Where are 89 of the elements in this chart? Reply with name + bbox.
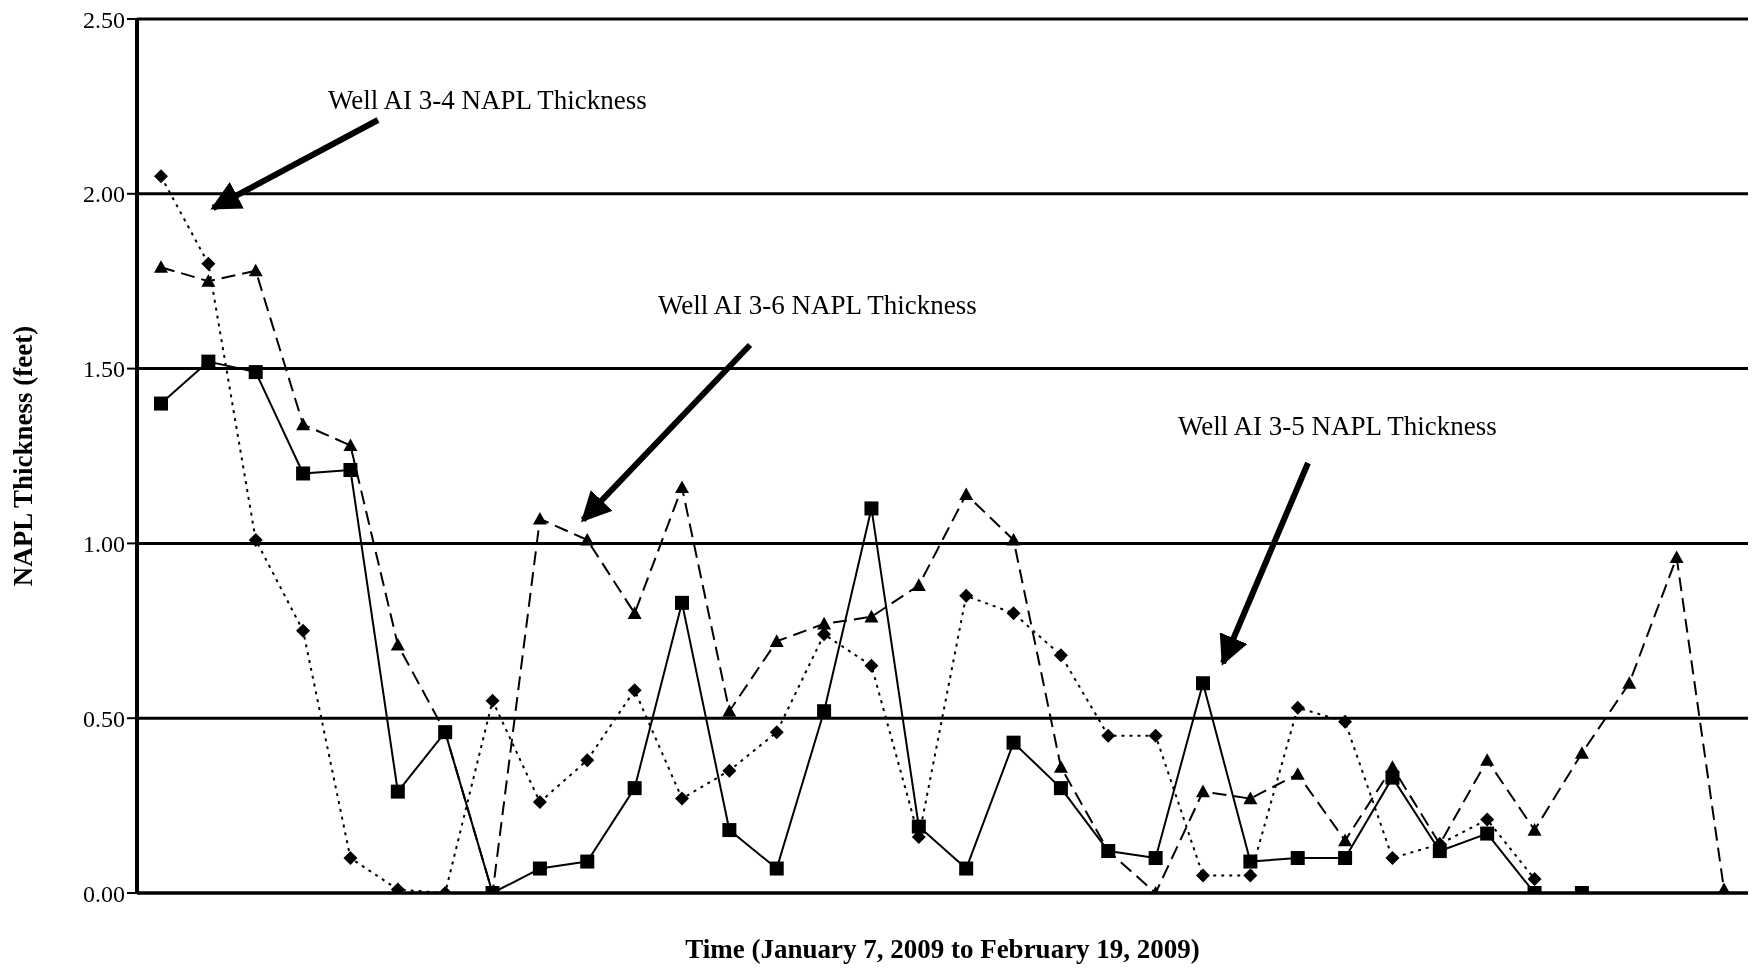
point <box>1338 851 1353 866</box>
point <box>675 595 689 610</box>
annotation: Well AI 3-6 NAPL Thickness <box>658 290 977 321</box>
point <box>627 781 642 796</box>
y-tick-label: 1.00 <box>83 530 125 557</box>
point <box>296 466 311 481</box>
point <box>390 784 405 799</box>
point <box>343 462 358 477</box>
point <box>1006 532 1021 546</box>
point <box>154 260 168 273</box>
point <box>1290 767 1305 780</box>
point <box>1290 851 1305 866</box>
point <box>343 851 358 866</box>
point <box>675 791 689 806</box>
point <box>959 487 974 501</box>
point <box>864 609 879 623</box>
point <box>1243 791 1258 805</box>
point <box>1527 823 1542 836</box>
point <box>201 354 216 369</box>
point <box>1053 648 1068 663</box>
annotation: Well AI 3-5 NAPL Thickness <box>1178 411 1497 442</box>
point <box>1196 868 1210 883</box>
point <box>911 819 926 834</box>
point <box>390 637 405 651</box>
point <box>1480 753 1495 766</box>
point <box>817 704 832 719</box>
point <box>864 501 879 516</box>
point <box>1006 735 1021 750</box>
point <box>722 704 737 717</box>
point <box>1669 550 1684 563</box>
point <box>1196 676 1210 691</box>
x-axis-title: Time (January 7, 2009 to February 19, 2009) <box>685 934 1200 964</box>
y-tick-label: 2.00 <box>83 181 125 208</box>
point <box>817 627 832 642</box>
point <box>722 823 737 838</box>
point <box>817 616 832 630</box>
point <box>627 606 642 619</box>
y-tick-label: 0.00 <box>83 880 125 907</box>
point <box>959 588 974 603</box>
point <box>864 658 879 673</box>
point <box>1053 760 1068 773</box>
point <box>722 763 737 778</box>
point <box>532 511 547 525</box>
point <box>959 861 974 876</box>
y-axis-title: NAPL Thickness (feet) <box>7 325 38 587</box>
point <box>1196 784 1210 798</box>
point <box>1243 868 1258 883</box>
point <box>485 693 500 708</box>
point <box>1243 854 1258 869</box>
point <box>248 263 263 277</box>
point <box>1480 826 1495 841</box>
point <box>1385 851 1400 866</box>
point <box>248 365 263 380</box>
annotation: Well AI 3-4 NAPL Thickness <box>328 85 647 116</box>
y-tick-label: 0.50 <box>83 705 125 732</box>
point <box>911 578 926 591</box>
point <box>1622 676 1637 689</box>
point <box>580 753 595 768</box>
point <box>627 683 642 698</box>
point <box>1148 851 1163 866</box>
point <box>769 634 784 647</box>
point <box>1480 812 1495 827</box>
point <box>154 169 168 184</box>
point <box>154 396 168 411</box>
point <box>248 532 263 547</box>
point <box>201 274 216 287</box>
point <box>1053 781 1068 796</box>
point <box>1527 872 1542 887</box>
point <box>675 480 689 494</box>
point <box>769 861 784 876</box>
point <box>201 256 216 271</box>
point <box>296 623 311 638</box>
point <box>1338 833 1353 847</box>
point <box>580 532 595 546</box>
point <box>1385 760 1400 773</box>
point <box>532 861 547 876</box>
point <box>1290 700 1305 715</box>
point <box>580 854 595 869</box>
y-tick-label: 2.50 <box>83 6 125 33</box>
point <box>1574 746 1589 759</box>
point <box>532 795 547 810</box>
point <box>1101 728 1116 743</box>
point <box>296 417 311 431</box>
point <box>1148 728 1163 743</box>
point <box>1006 606 1021 621</box>
point <box>343 438 358 452</box>
point <box>1338 714 1353 729</box>
point <box>769 725 784 740</box>
y-tick-label: 1.50 <box>83 356 125 383</box>
